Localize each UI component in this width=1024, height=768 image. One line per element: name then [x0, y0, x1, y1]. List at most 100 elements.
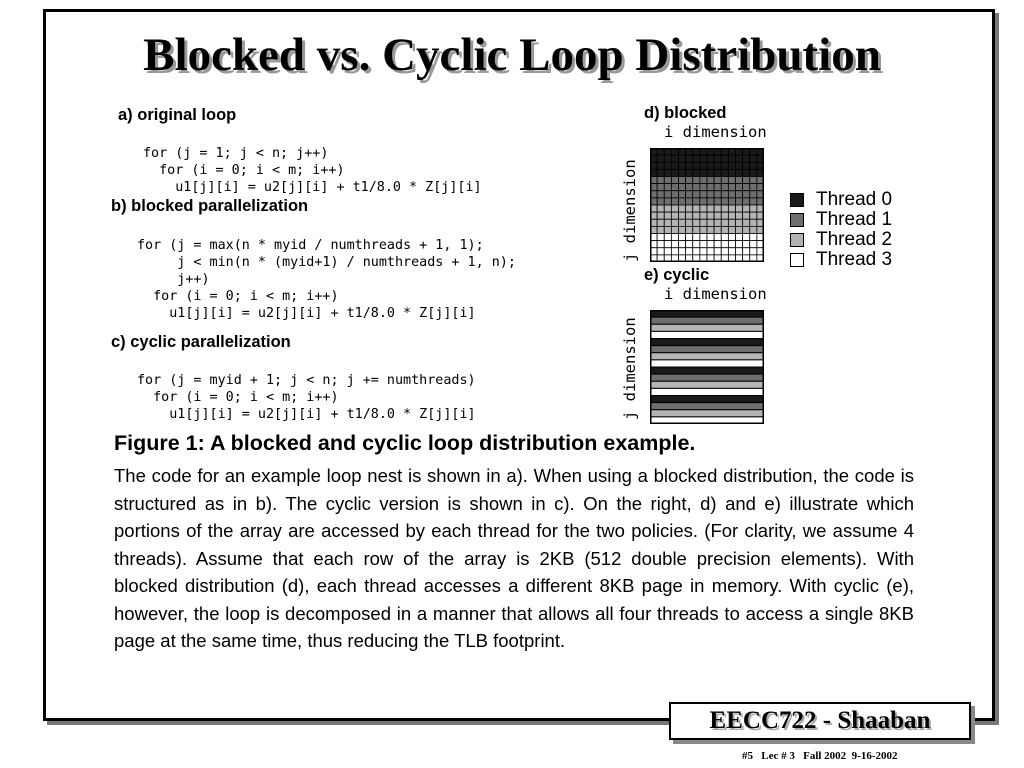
array-cell — [692, 247, 701, 256]
array-cell — [699, 154, 708, 163]
array-cell — [720, 190, 729, 199]
array-cell — [692, 197, 701, 206]
array-cell — [656, 176, 665, 185]
array-cell — [685, 197, 694, 206]
array-cell — [692, 218, 701, 227]
course-label: EECC722 - Shaaban — [669, 702, 971, 740]
array-cell — [656, 154, 665, 163]
legend-label: Thread 3 — [816, 249, 893, 270]
array-cell — [720, 176, 729, 185]
legend-label: Thread 2 — [816, 229, 893, 250]
code-line: for (j = max(n * myid / numthreads + 1, … — [137, 238, 484, 253]
array-cell — [706, 211, 715, 220]
array-cell — [678, 247, 687, 256]
array-cell — [699, 168, 708, 177]
code-line: j++) — [137, 272, 210, 287]
array-cell — [727, 176, 736, 185]
array-cell — [685, 154, 694, 163]
array-cell — [720, 168, 729, 177]
array-cell — [656, 247, 665, 256]
array-cell — [650, 359, 764, 368]
code-line: for (j = myid + 1; j < n; j += numthread… — [137, 373, 476, 388]
array-cell — [706, 247, 715, 256]
array-cell — [670, 183, 679, 192]
code-line: for (i = 0; i < m; i++) — [137, 390, 339, 405]
array-cell — [650, 409, 764, 418]
grid-border — [650, 310, 764, 424]
array-cell — [663, 225, 672, 234]
array-cell — [742, 197, 751, 206]
array-cell — [713, 168, 722, 177]
diagram-e-i-label: i dimension — [664, 285, 767, 303]
array-cell — [749, 168, 758, 177]
array-cell — [749, 247, 758, 256]
array-cell — [735, 218, 744, 227]
array-cell — [650, 416, 764, 424]
array-cell — [685, 190, 694, 199]
legend-swatch — [790, 253, 804, 267]
array-cell — [663, 154, 672, 163]
array-cell — [656, 168, 665, 177]
array-cell — [692, 225, 701, 234]
array-cell — [713, 204, 722, 213]
array-cell — [749, 225, 758, 234]
array-cell — [727, 197, 736, 206]
array-cell — [713, 225, 722, 234]
array-cell — [706, 154, 715, 163]
figure-description: The code for an example loop nest is sho… — [114, 465, 914, 651]
array-cell — [685, 247, 694, 256]
array-cell — [706, 218, 715, 227]
array-cell — [720, 225, 729, 234]
array-cell — [706, 183, 715, 192]
array-cell — [706, 190, 715, 199]
array-cell — [650, 380, 764, 389]
array-cell — [735, 154, 744, 163]
array-cell — [650, 345, 764, 354]
array-cell — [685, 176, 694, 185]
array-cell — [692, 154, 701, 163]
array-cell — [685, 183, 694, 192]
lecture-footer: #5 Lec # 3 Fall 2002 9-16-2002 — [742, 750, 898, 762]
array-cell — [656, 225, 665, 234]
array-cell — [699, 183, 708, 192]
array-cell — [692, 190, 701, 199]
array-cell — [670, 233, 679, 242]
array-cell — [727, 218, 736, 227]
array-cell — [713, 218, 722, 227]
array-cell — [742, 247, 751, 256]
array-cell — [742, 240, 751, 249]
array-cell — [749, 176, 758, 185]
array-cell — [742, 225, 751, 234]
array-cell — [720, 247, 729, 256]
array-cell — [742, 183, 751, 192]
array-cell — [663, 183, 672, 192]
array-cell — [713, 154, 722, 163]
array-cell — [670, 176, 679, 185]
array-cell — [663, 233, 672, 242]
array-cell — [670, 240, 679, 249]
array-cell — [699, 197, 708, 206]
section-a-code: for (j = 1; j < n; j++) for (i = 0; i < … — [143, 128, 482, 196]
legend-swatch — [790, 193, 804, 207]
array-cell — [663, 197, 672, 206]
array-cell — [720, 218, 729, 227]
array-cell — [727, 204, 736, 213]
thread-legend: Thread 0 Thread 1 Thread 2 Thread 3 — [790, 189, 893, 270]
array-cell — [706, 233, 715, 242]
array-cell — [678, 218, 687, 227]
array-cell — [656, 211, 665, 220]
array-cell — [656, 197, 665, 206]
legend-entry: Thread 0 — [790, 189, 892, 210]
array-cell — [720, 204, 729, 213]
array-cell — [670, 225, 679, 234]
blocked-array-grid — [650, 148, 764, 262]
array-cell — [663, 168, 672, 177]
array-cell — [678, 197, 687, 206]
array-cell — [650, 323, 764, 332]
code-line: for (j = 1; j < n; j++) — [143, 146, 329, 161]
array-cell — [713, 190, 722, 199]
slide-title: Blocked vs. Cyclic Loop Distribution — [143, 29, 881, 81]
array-cell — [749, 218, 758, 227]
array-cell — [678, 176, 687, 185]
slide-frame — [43, 9, 995, 721]
